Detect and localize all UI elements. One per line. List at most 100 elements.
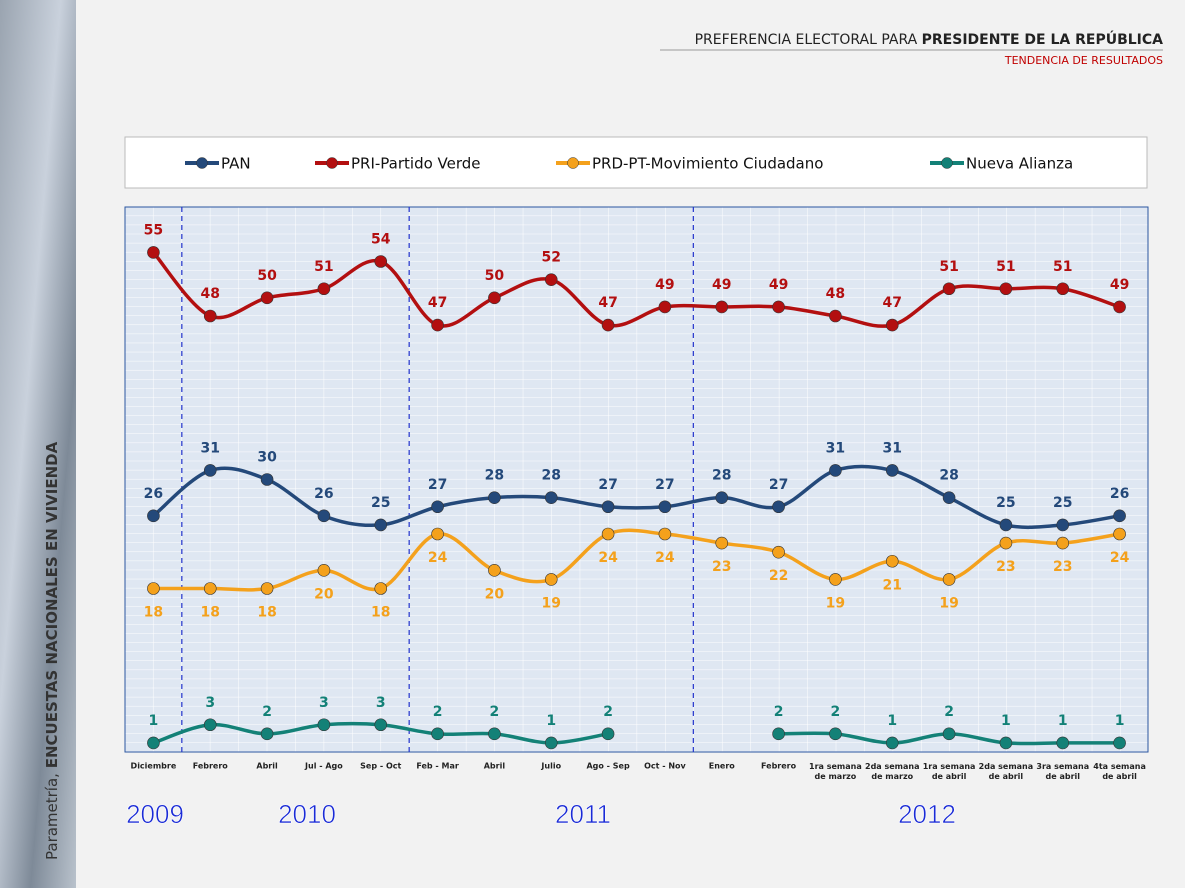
point bbox=[829, 728, 841, 740]
data-label: 2 bbox=[831, 704, 841, 720]
point bbox=[204, 464, 216, 476]
point bbox=[261, 292, 273, 304]
point bbox=[943, 728, 955, 740]
side-strip bbox=[0, 0, 76, 888]
legend-marker bbox=[942, 158, 953, 169]
point bbox=[1057, 737, 1069, 749]
point bbox=[488, 728, 500, 740]
point bbox=[432, 501, 444, 513]
data-label: 23 bbox=[996, 559, 1015, 575]
data-label: 1 bbox=[1115, 713, 1125, 729]
point bbox=[659, 501, 671, 513]
data-label: 3 bbox=[376, 695, 386, 711]
point bbox=[318, 283, 330, 295]
x-tick-label: Abril bbox=[484, 762, 506, 771]
data-label: 19 bbox=[542, 595, 561, 611]
point bbox=[1000, 519, 1012, 531]
year-label: 2010 bbox=[278, 799, 336, 829]
data-label: 27 bbox=[655, 477, 674, 493]
chart: PREFERENCIA ELECTORAL PARA PRESIDENTE DE… bbox=[0, 0, 1185, 888]
data-label: 3 bbox=[319, 695, 329, 711]
point bbox=[318, 510, 330, 522]
point bbox=[602, 728, 614, 740]
point bbox=[318, 719, 330, 731]
point bbox=[773, 301, 785, 313]
point bbox=[147, 737, 159, 749]
x-tick-label: Jul - Ago bbox=[304, 762, 343, 771]
point bbox=[773, 546, 785, 558]
point bbox=[488, 492, 500, 504]
data-label: 24 bbox=[1110, 550, 1130, 566]
data-label: 49 bbox=[769, 277, 788, 293]
legend-label: Nueva Alianza bbox=[966, 155, 1073, 173]
data-label: 27 bbox=[769, 477, 788, 493]
data-label: 23 bbox=[1053, 559, 1072, 575]
point bbox=[1057, 537, 1069, 549]
data-label: 20 bbox=[485, 586, 505, 602]
point bbox=[1057, 519, 1069, 531]
data-label: 22 bbox=[769, 568, 788, 584]
x-tick-label: Febrero bbox=[761, 762, 797, 771]
data-label: 24 bbox=[598, 550, 618, 566]
data-label: 24 bbox=[655, 550, 675, 566]
data-label: 1 bbox=[149, 713, 159, 729]
data-label: 54 bbox=[371, 232, 391, 248]
x-tick-label: Sep - Oct bbox=[360, 762, 401, 771]
data-label: 25 bbox=[1053, 495, 1072, 511]
subtitle: TENDENCIA DE RESULTADOS bbox=[1004, 54, 1163, 67]
point bbox=[204, 583, 216, 595]
data-label: 50 bbox=[485, 268, 505, 284]
data-label: 47 bbox=[598, 295, 617, 311]
point bbox=[261, 474, 273, 486]
data-label: 19 bbox=[826, 595, 845, 611]
data-label: 1 bbox=[1058, 713, 1068, 729]
point bbox=[375, 719, 387, 731]
point bbox=[602, 319, 614, 331]
data-label: 28 bbox=[485, 468, 504, 484]
point bbox=[545, 274, 557, 286]
data-label: 55 bbox=[144, 222, 163, 238]
x-tick-label: Abril bbox=[256, 762, 278, 771]
data-label: 31 bbox=[826, 440, 845, 456]
year-label: 2012 bbox=[898, 799, 956, 829]
point bbox=[432, 728, 444, 740]
point bbox=[488, 292, 500, 304]
x-tick-label: Febrero bbox=[193, 762, 229, 771]
data-label: 48 bbox=[201, 286, 220, 302]
point bbox=[545, 737, 557, 749]
data-label: 49 bbox=[655, 277, 674, 293]
data-label: 48 bbox=[826, 286, 845, 302]
point bbox=[716, 537, 728, 549]
legend-marker bbox=[327, 158, 338, 169]
point bbox=[318, 564, 330, 576]
data-label: 3 bbox=[205, 695, 215, 711]
data-label: 2 bbox=[433, 704, 443, 720]
side-label: Parametría, ENCUESTAS NACIONALES EN VIVI… bbox=[43, 441, 61, 860]
data-label: 51 bbox=[1053, 259, 1072, 275]
point bbox=[829, 573, 841, 585]
data-label: 20 bbox=[314, 586, 334, 602]
point bbox=[1114, 737, 1126, 749]
x-tick-label: 1ra semanade marzo bbox=[809, 762, 862, 781]
point bbox=[488, 564, 500, 576]
point bbox=[659, 301, 671, 313]
year-label: 2011 bbox=[555, 799, 611, 829]
point bbox=[943, 283, 955, 295]
data-label: 28 bbox=[939, 468, 958, 484]
data-label: 2 bbox=[490, 704, 500, 720]
point bbox=[829, 310, 841, 322]
point bbox=[943, 573, 955, 585]
data-label: 2 bbox=[774, 704, 784, 720]
point bbox=[147, 246, 159, 258]
legend-label: PRD-PT-Movimiento Ciudadano bbox=[592, 155, 823, 173]
point bbox=[773, 728, 785, 740]
year-label: 2009 bbox=[126, 799, 184, 829]
point bbox=[375, 519, 387, 531]
x-tick-label: Oct - Nov bbox=[644, 762, 686, 771]
point bbox=[545, 492, 557, 504]
chart-title: PREFERENCIA ELECTORAL PARA PRESIDENTE DE… bbox=[695, 30, 1164, 48]
legend-label: PRI-Partido Verde bbox=[351, 155, 481, 173]
data-label: 1 bbox=[546, 713, 556, 729]
data-label: 51 bbox=[314, 259, 333, 275]
point bbox=[432, 528, 444, 540]
